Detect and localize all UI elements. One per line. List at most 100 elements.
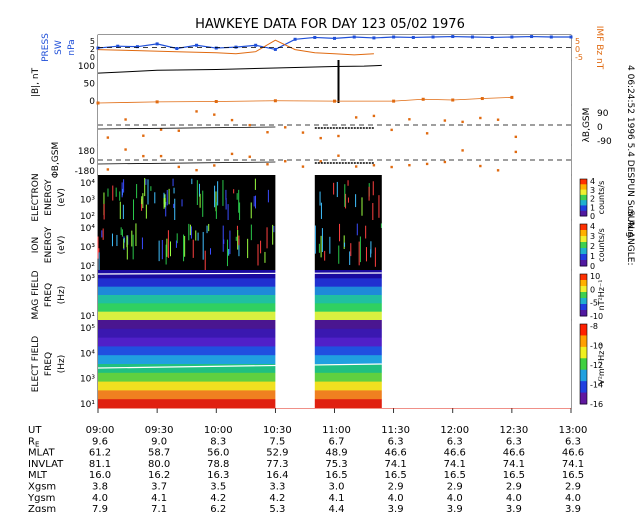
ephem-label: INVLAT	[28, 459, 64, 470]
ion-colorbar-tick: 0	[590, 262, 595, 271]
ion-colorbar-frame	[579, 223, 588, 267]
elecfield-ytick: 10¹	[80, 400, 95, 410]
elecfield-data-gap	[381, 320, 571, 408]
ephem-cell: 4.0	[565, 493, 581, 504]
ephem-cell: 16.5	[325, 470, 347, 481]
ephem-label: Zgsm	[28, 504, 56, 512]
phi-point	[479, 164, 482, 168]
magfield-data-gap	[381, 270, 571, 320]
ephem-cell: 7.9	[92, 504, 108, 512]
ephem-cell: 80.0	[148, 459, 170, 470]
press-ytick-right: -5	[575, 53, 583, 62]
ephem-label: Xgsm	[28, 482, 56, 493]
phi-ytick: 0	[89, 157, 95, 167]
elecfield-colorbar-tick: -10	[590, 342, 603, 351]
lambda-point	[177, 129, 181, 132]
elecfield-colorbar-swatch	[580, 346, 587, 359]
side-label: 4 06:24:52 1996 5.4 DESPUN Sun Aug	[625, 65, 635, 237]
lambda-point	[408, 118, 411, 121]
elecfield-colorbar-tick: -8	[590, 322, 598, 331]
ephem-cell: 8.3	[210, 436, 226, 447]
ephem-cell: 16.5	[503, 470, 525, 481]
elecfield-band	[98, 346, 571, 356]
press-point	[411, 35, 415, 39]
ephemeris-table: UT 09:00 09:30 10:00 10:30 11:00 11:30 12:00 12:…	[27, 425, 587, 515]
bmag-orange-line	[97, 97, 512, 104]
phi-point	[337, 154, 340, 157]
magfield-ylabel: (Hz)	[57, 286, 67, 305]
lambda-point	[337, 134, 340, 138]
elecfield-colorbar-tick: -14	[590, 381, 603, 390]
ion-data-gap	[275, 220, 315, 270]
ephem-cell: 3.3	[269, 482, 285, 493]
elecfield-colorbar-frame	[579, 323, 588, 405]
ephem-cell: 09:00	[86, 425, 115, 436]
panel-content	[96, 35, 588, 409]
ephem-cell: 46.6	[444, 448, 466, 459]
ephem-cell: 2.9	[565, 482, 581, 493]
magfield-ytick: 10¹	[80, 312, 95, 322]
ephem-cell: 16.5	[444, 470, 466, 481]
magfield-colorbar-label: nT²Hz⁻¹	[597, 280, 606, 311]
phi-point	[425, 162, 429, 166]
ephem-label: UT	[28, 425, 42, 436]
press-ytick: 5	[90, 37, 95, 46]
lambda-point	[248, 123, 251, 127]
ephem-cell: 4.0	[388, 493, 404, 504]
press-ylabel: PRESS	[41, 33, 51, 62]
ion-ylabel: ION	[31, 237, 41, 253]
lambda-point	[230, 118, 234, 122]
electron-colorbar-label: counts/s	[597, 181, 606, 215]
magfield-colorbar-swatch	[580, 280, 587, 287]
press-point	[313, 35, 317, 39]
elecfield-colorbar-swatch	[580, 335, 587, 348]
electron-ylabel: ELECTRON	[31, 173, 41, 221]
ephem-cell: 6.7	[329, 436, 345, 447]
ephem-cell: 16.0	[89, 470, 111, 481]
ion-colorbar-swatch	[580, 236, 587, 243]
ephem-label: MLAT	[28, 448, 55, 459]
elecfield-band	[98, 372, 571, 383]
phi-ytick: 180	[78, 147, 95, 157]
elecfield-colorbar-tick: -12	[590, 361, 603, 370]
bmag-orange-point	[273, 99, 277, 103]
phi-point	[159, 154, 163, 158]
lambda-ylabel: λB,GSM	[582, 108, 592, 143]
bmag-ytick: 50	[84, 80, 96, 90]
elecfield-band	[98, 328, 571, 339]
ion-colorbar-swatch	[580, 248, 587, 255]
ephem-cell: 46.6	[384, 448, 406, 459]
elecfield-band	[98, 390, 571, 400]
elecfield-ytick: 10⁵	[80, 324, 95, 334]
ephem-cell: 61.2	[89, 448, 111, 459]
ephem-cell: 4.0	[92, 493, 108, 504]
ephem-cell: 77.3	[266, 459, 288, 470]
lambda-point	[124, 118, 127, 121]
elecfield-band	[98, 364, 571, 374]
phi-point	[301, 165, 305, 168]
ephem-label: MLT	[28, 470, 48, 481]
press-point	[155, 42, 159, 46]
ion-ytick: 10⁴	[80, 224, 95, 234]
ephem-cell: 81.1	[89, 459, 111, 470]
electron-ylabel: (eV)	[57, 188, 67, 207]
phi-point	[496, 169, 500, 172]
ion-colorbar-tick: 4	[590, 222, 595, 231]
press-point	[470, 35, 474, 39]
ephem-cell: 74.1	[503, 459, 525, 470]
magfield-band	[98, 295, 571, 304]
elecfield-data-gap	[275, 320, 315, 408]
ephem-cell: 10:00	[204, 425, 233, 436]
ephem-cell: 6.3	[565, 436, 581, 447]
phi-point	[284, 160, 287, 163]
ephem-cell: 2.9	[447, 482, 463, 493]
ephem-cell: 09:30	[145, 425, 174, 436]
electron-colorbar-tick: 4	[590, 177, 595, 186]
magfield-colorbar-swatch	[580, 292, 587, 299]
bmag-orange-point	[480, 97, 484, 101]
ion-colorbar-tick: 1	[590, 252, 595, 261]
phi-point	[390, 165, 393, 169]
bmag-background	[98, 60, 571, 105]
ephem-cell: 3.9	[447, 504, 463, 512]
